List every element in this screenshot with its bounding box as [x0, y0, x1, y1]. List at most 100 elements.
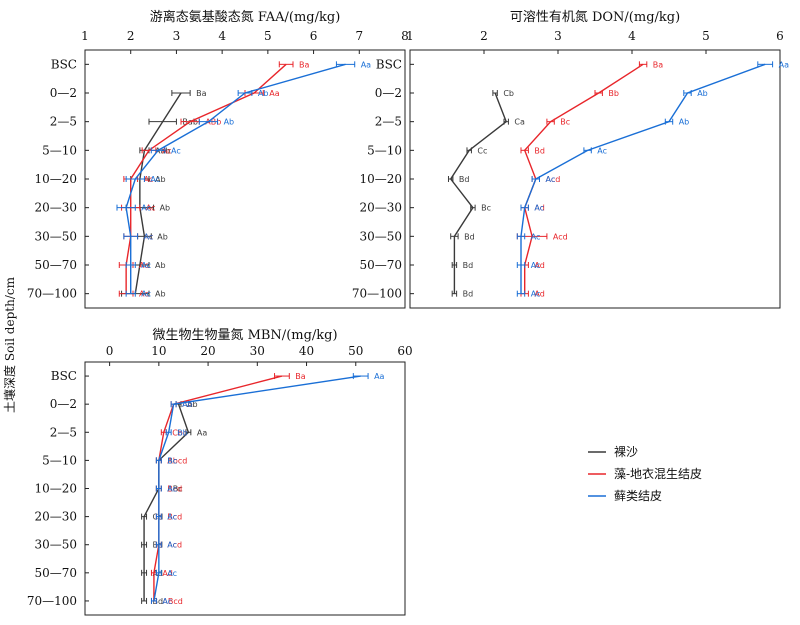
- depth-category-label: 0—2: [375, 86, 402, 100]
- significance-label: Aa: [269, 89, 279, 98]
- significance-label: Ab: [224, 118, 235, 127]
- x-tick-label: 0: [106, 344, 114, 358]
- series-line: [143, 403, 190, 601]
- legend-entry: 藓类结皮: [614, 489, 662, 503]
- significance-label: Bd: [153, 597, 164, 606]
- significance-label: Ac: [171, 146, 181, 155]
- depth-category-label: 70—100: [27, 287, 77, 301]
- significance-label: Ab: [182, 400, 193, 409]
- x-tick-label: 4: [218, 29, 226, 43]
- depth-category-label: 10—20: [34, 482, 77, 496]
- x-tick-label: 3: [554, 29, 562, 43]
- significance-label: Bc: [167, 456, 177, 465]
- significance-label: Acd: [553, 232, 568, 241]
- significance-label: Aa: [197, 428, 207, 437]
- x-tick-label: 2: [127, 29, 135, 43]
- significance-label: Cc: [477, 146, 487, 155]
- x-tick-label: 30: [250, 344, 265, 358]
- significance-label: Bd: [463, 261, 474, 270]
- significance-label: Ab: [155, 175, 166, 184]
- significance-label: ABcd: [162, 597, 182, 606]
- significance-label: Ad: [534, 290, 544, 299]
- depth-category-label: 70—100: [27, 594, 77, 608]
- significance-label: Aa: [361, 60, 371, 69]
- depth-category-label: 30—50: [34, 229, 77, 243]
- x-tick-label: 5: [264, 29, 272, 43]
- depth-category-label: BSC: [51, 369, 77, 383]
- significance-label: Ab: [258, 89, 269, 98]
- significance-label: Ab: [697, 89, 708, 98]
- significance-label: Ac: [167, 569, 177, 578]
- x-tick-label: 7: [355, 29, 363, 43]
- depth-category-label: 10—20: [359, 172, 402, 186]
- x-tick-label: 3: [173, 29, 181, 43]
- significance-label: Bc: [481, 204, 491, 213]
- x-tick-label: 5: [702, 29, 710, 43]
- significance-label: Ab: [160, 204, 171, 213]
- plot-frame: [84, 361, 406, 616]
- significance-label: Ac: [531, 261, 541, 270]
- x-tick-label: 50: [348, 344, 363, 358]
- significance-label: Ba: [653, 60, 663, 69]
- significance-label: Bcd: [167, 513, 182, 522]
- significance-label: Acd: [167, 541, 182, 550]
- significance-label: Ac: [141, 290, 151, 299]
- significance-label: Ac: [144, 175, 154, 184]
- series-line: [523, 63, 644, 294]
- significance-label: Ac: [167, 485, 177, 494]
- x-tick-label: 6: [776, 29, 784, 43]
- depth-category-label: 50—70: [34, 258, 77, 272]
- x-tick-label: 2: [480, 29, 488, 43]
- depth-category-label: 5—10: [367, 143, 402, 157]
- significance-label: Ac: [146, 204, 156, 213]
- significance-label: Ba: [299, 60, 309, 69]
- significance-label: Ac: [150, 175, 160, 184]
- significance-label: Bd: [463, 290, 474, 299]
- significance-label: Ac: [167, 513, 177, 522]
- depth-category-label: 70—100: [352, 287, 402, 301]
- chart-panel-1: 游离态氨基酸态氮 FAA/(mg/kg) 1 2 3 4 5 6 7 8 BSC 0—2 2—5 5—1…: [27, 9, 409, 309]
- significance-label: Aa: [374, 372, 384, 381]
- significance-label: Acd: [546, 175, 561, 184]
- x-tick-label: 20: [200, 344, 215, 358]
- significance-label: Bb: [177, 428, 188, 437]
- significance-label: Bd: [534, 146, 545, 155]
- significance-label: Bd: [464, 232, 475, 241]
- significance-label: Ac: [144, 232, 154, 241]
- chart-title: 游离态氨基酸态氮 FAA/(mg/kg): [150, 9, 341, 25]
- series-line: [449, 92, 508, 294]
- significance-label: Ac: [167, 541, 177, 550]
- y-axis-label: 土壤深度 Soil depth/cm: [2, 276, 17, 413]
- x-tick-label: 1: [81, 29, 89, 43]
- significance-label: Bcd: [167, 485, 182, 494]
- x-tick-label: 40: [299, 344, 314, 358]
- significance-label: Ba: [295, 372, 305, 381]
- depth-category-label: 20—30: [34, 201, 77, 215]
- significance-label: Bc: [560, 118, 570, 127]
- significance-label: Bc: [167, 456, 177, 465]
- significance-label: Bd: [459, 175, 470, 184]
- significance-label: Ab: [679, 118, 690, 127]
- significance-label: Ac: [144, 232, 154, 241]
- x-tick-label: 4: [628, 29, 636, 43]
- significance-label: Ac: [162, 146, 172, 155]
- x-tick-label: 1: [406, 29, 414, 43]
- series-moss: Aa Ab Bb Bc Ac Ac Ac Ac Ac: [150, 372, 385, 606]
- significance-label: Ac: [162, 597, 172, 606]
- significance-label: Ab: [187, 400, 198, 409]
- significance-label: Ab: [155, 261, 166, 270]
- depth-category-label: 30—50: [34, 538, 77, 552]
- depth-category-label: 5—10: [42, 453, 77, 467]
- depth-category-label: 0—2: [50, 86, 77, 100]
- significance-label: Ab: [157, 232, 168, 241]
- significance-label: Ac: [141, 204, 151, 213]
- x-tick-label: 6: [310, 29, 318, 43]
- depth-category-label: 2—5: [50, 115, 77, 129]
- chart-title: 可溶性有机氮 DON/(mg/kg): [510, 10, 680, 25]
- significance-label: Ad: [534, 204, 544, 213]
